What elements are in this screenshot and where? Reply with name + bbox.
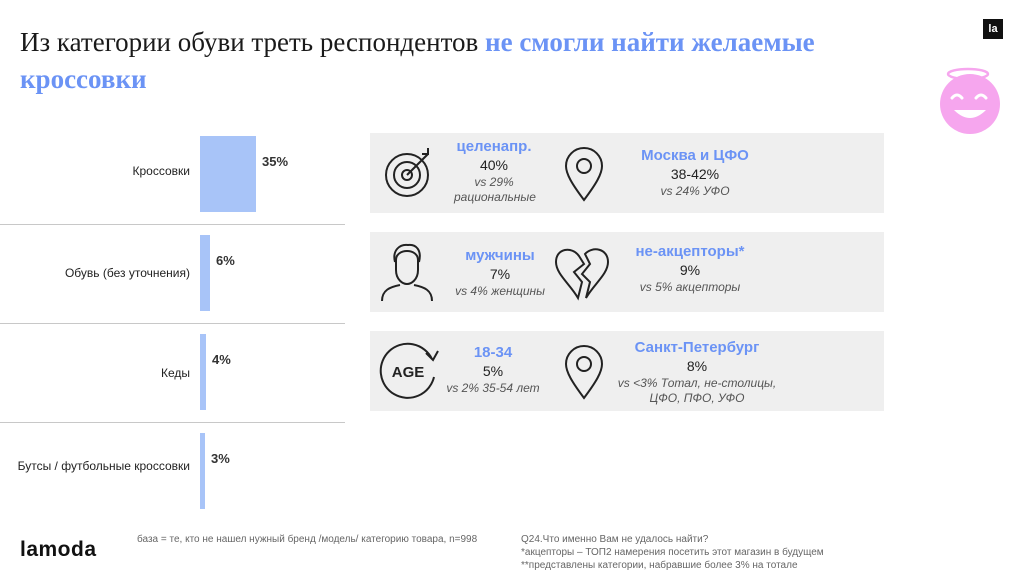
segment-comparison: vs 29% рациональные: [454, 175, 536, 204]
title-main: Из категории обуви треть респондентов: [20, 27, 486, 57]
insight-panel: AGE 18-34 5% vs 2% 35-54 лет Санкт-Петер…: [370, 331, 884, 411]
category-label: Кеды: [160, 366, 190, 380]
footnote-line: **представлены категории, набравшие боле…: [521, 560, 798, 571]
target-icon: [385, 148, 429, 197]
segment-label: Москва и ЦФО: [641, 147, 749, 164]
segment-comparison: vs 5% акцепторы: [639, 280, 741, 294]
segment-comparison: vs <3% Тотал, не-столицы, ЦФО, ПФО, УФО: [617, 376, 777, 405]
segment-comparison: vs 4% женщины: [455, 284, 545, 298]
lamoda-logo: lamoda: [20, 538, 97, 561]
man-icon: [381, 243, 433, 302]
segment-label: 18-34: [473, 344, 513, 361]
age-icon-text: AGE: [392, 364, 425, 381]
bar: [200, 136, 256, 212]
footnote-base: база = те, кто не нашел нужный бренд /мо…: [137, 534, 478, 545]
page-title: Из категории обуви треть респондентов не…: [20, 24, 920, 98]
category-label: Обувь (без уточнения): [64, 266, 190, 280]
bar-chart: Кроссовки Обувь (без уточнения) Кеды Бут…: [0, 126, 345, 524]
map-pin-icon: [564, 345, 604, 400]
value-label: 4%: [212, 352, 231, 367]
category-label: Бутсы / футбольные кроссовки: [17, 459, 190, 473]
value-label: 35%: [262, 154, 289, 169]
segment-label: целенапр.: [456, 138, 532, 155]
insight-panel: целенапр. 40% vs 29% рациональные Москва…: [370, 133, 884, 213]
smiley-halo-icon: [940, 67, 1000, 134]
segment-value: 5%: [482, 363, 504, 379]
value-label: 3%: [211, 451, 230, 466]
segment-value: 9%: [679, 262, 701, 278]
segment-value: 40%: [479, 157, 509, 173]
segment-value: 8%: [686, 358, 708, 374]
segment-value: 7%: [489, 266, 511, 282]
la-badge: la: [983, 19, 1003, 39]
footnote-line: Q24.Что именно Вам не удалось найти?: [521, 534, 709, 545]
segment-comparison: vs 2% 35-54 лет: [446, 381, 540, 395]
segment-label: не-акцепторы*: [635, 243, 745, 260]
segment-value: 38-42%: [670, 166, 720, 182]
bar: [200, 334, 206, 410]
footnote-questions: Q24.Что именно Вам не удалось найти? *ак…: [521, 533, 861, 572]
footnote-line: *акцепторы – ТОП2 намерения посетить это…: [521, 547, 824, 558]
value-label: 6%: [216, 253, 235, 268]
segment-label: мужчины: [465, 247, 535, 264]
bar: [200, 235, 210, 311]
title-highlight: не смогли найти желаемые кроссовки: [20, 27, 815, 94]
age-icon: AGE: [379, 342, 439, 399]
row-divider: [0, 224, 345, 225]
segment-comparison: vs 24% УФО: [660, 184, 730, 198]
row-divider: [0, 323, 345, 324]
bar: [200, 433, 205, 509]
row-divider: [0, 422, 345, 423]
segment-label: Санкт-Петербург: [634, 339, 760, 356]
map-pin-icon: [564, 147, 604, 202]
category-label: Кроссовки: [132, 164, 190, 178]
insight-panel: мужчины 7% vs 4% женщины не-акцепторы* 9…: [370, 232, 884, 312]
broken-heart-icon: [554, 248, 610, 301]
